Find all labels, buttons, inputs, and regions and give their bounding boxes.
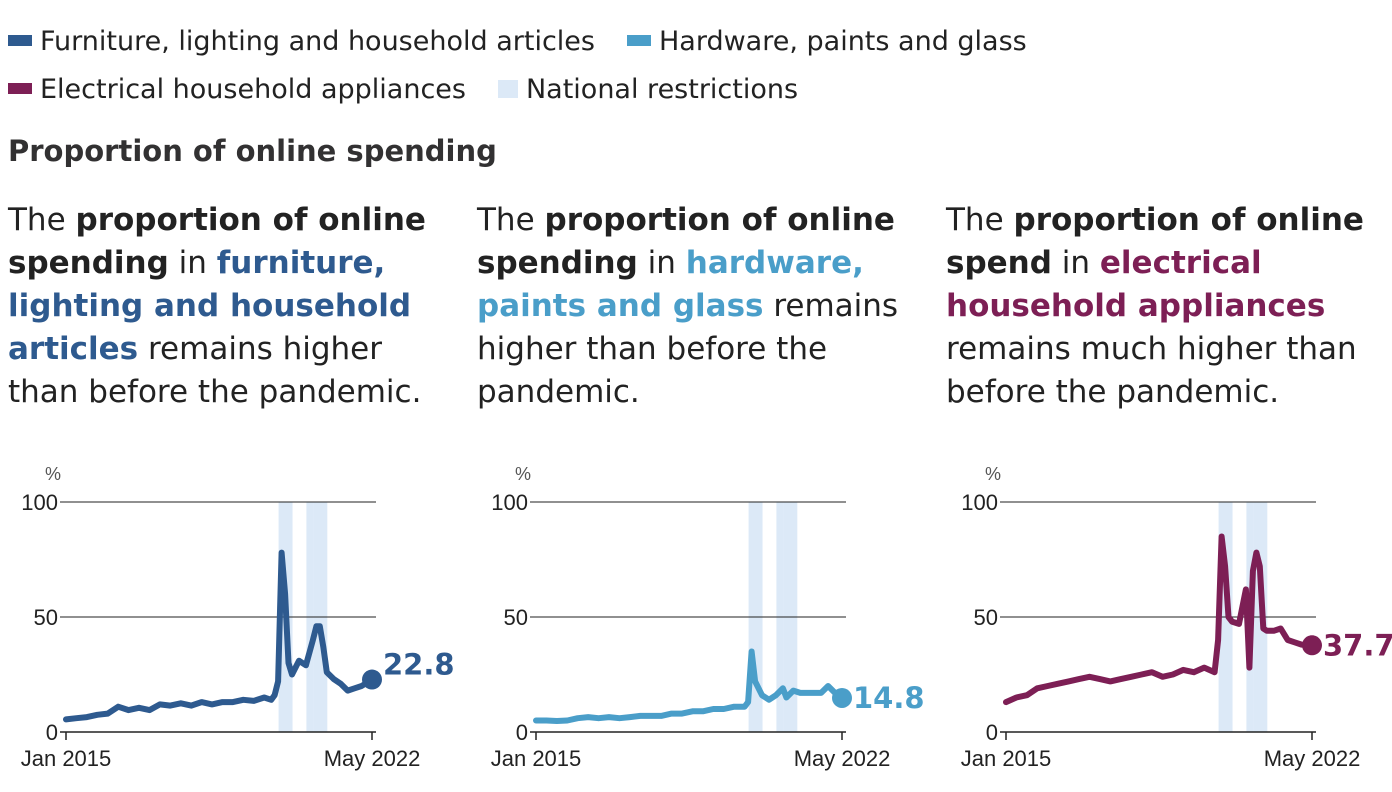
blurb-text: remains higher than before the pandemic.	[477, 288, 899, 410]
y-unit-label: %	[515, 464, 531, 484]
legend-label-electrical: Electrical household appliances	[40, 74, 466, 105]
blurb-highlight: electrical household appliances	[946, 245, 1326, 324]
series-line-furniture	[63, 549, 375, 723]
y-tick-label: 50	[974, 605, 998, 630]
x-tick-label-start: Jan 2015	[491, 746, 582, 771]
y-tick-label: 0	[516, 720, 528, 745]
legend-label-furniture: Furniture, lighting and household articl…	[40, 26, 595, 57]
y-tick-label: 100	[21, 490, 58, 515]
blurb-text: in	[168, 245, 217, 281]
blurb-text: remains higher than before the pandemic.	[8, 331, 422, 410]
blurb-text: in	[637, 245, 686, 281]
blurb-highlight: hardware, paints and glass	[477, 245, 864, 324]
x-tick-label-end: May 2022	[1264, 746, 1361, 771]
legend-swatch-electrical	[8, 83, 32, 94]
end-point-marker	[1302, 635, 1322, 656]
legend-label-restrictions: National restrictions	[525, 74, 799, 105]
blurb-furniture: The proportion of online spending in fur…	[8, 199, 458, 414]
end-point-marker	[362, 669, 382, 690]
x-tick-label-start: Jan 2015	[21, 746, 112, 771]
legend: Furniture, lighting and household articl…	[8, 18, 1378, 114]
end-value-label: 37.7	[1323, 628, 1392, 662]
blurb-electrical: The proportion of online spend in electr…	[946, 199, 1392, 414]
end-point-marker	[832, 687, 852, 708]
legend-item-hardware[interactable]: Hardware, paints and glass	[626, 18, 1027, 66]
y-tick-label: 100	[961, 490, 998, 515]
y-unit-label: %	[45, 464, 61, 484]
blurb-bold: proportion of online spending	[8, 202, 426, 281]
blurb-text: The	[8, 202, 76, 238]
legend-item-furniture[interactable]: Furniture, lighting and household articl…	[8, 18, 595, 66]
y-tick-label: 50	[34, 605, 58, 630]
legend-label-hardware: Hardware, paints and glass	[658, 26, 1027, 57]
legend-swatch-furniture	[8, 35, 32, 46]
y-tick-label: 100	[491, 490, 528, 515]
x-tick-label-end: May 2022	[794, 746, 891, 771]
charts-area: % 0 50 100 Jan 2015 May 2022 22.8% 0 50 100 Jan 20…	[21, 464, 1392, 771]
blurb-bold: proportion of online spend	[946, 202, 1364, 281]
legend-swatch-hardware	[626, 35, 651, 46]
section-title: Proportion of online spending	[8, 134, 497, 168]
y-unit-label: %	[985, 464, 1001, 484]
blurb-text: The	[946, 202, 1014, 238]
end-value-label: 22.8	[383, 648, 455, 682]
end-value-label: 14.8	[853, 681, 925, 715]
series-line-hardware	[533, 648, 845, 724]
legend-swatch-restrictions	[497, 80, 518, 98]
blurb-text: The	[477, 202, 545, 238]
y-tick-label: 50	[504, 605, 528, 630]
blurb-text: in	[1051, 245, 1100, 281]
x-tick-label-end: May 2022	[324, 746, 421, 771]
blurb-hardware: The proportion of online spending in har…	[477, 199, 927, 414]
blurb-bold: proportion of online spending	[477, 202, 895, 281]
blurb-highlight: furniture, lighting and household articl…	[8, 245, 412, 367]
legend-item-electrical[interactable]: Electrical household appliances	[8, 66, 466, 114]
y-tick-label: 0	[46, 720, 58, 745]
legend-item-restrictions[interactable]: National restrictions	[497, 66, 799, 114]
y-tick-label: 0	[986, 720, 998, 745]
blurb-text: remains much higher than before the pand…	[946, 331, 1357, 410]
x-tick-label-start: Jan 2015	[961, 746, 1052, 771]
series-line-electrical	[1003, 533, 1315, 706]
